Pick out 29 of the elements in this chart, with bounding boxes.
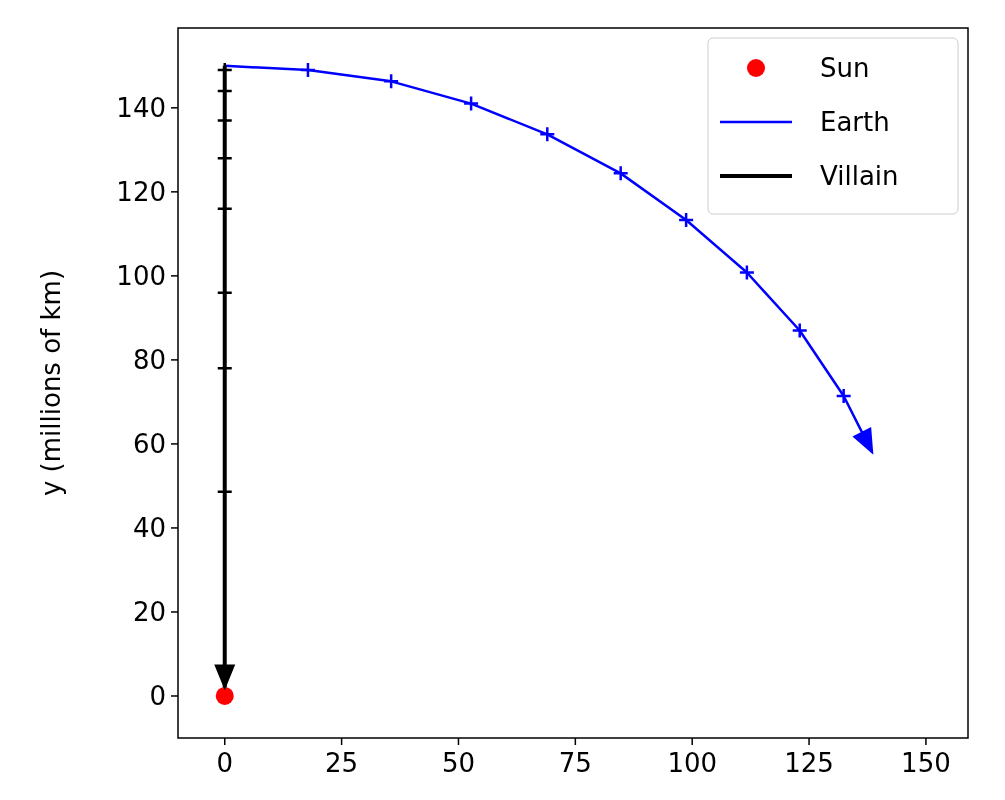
point xyxy=(791,322,808,339)
point xyxy=(299,61,317,79)
point xyxy=(462,95,480,112)
legend-label: Sun xyxy=(820,53,870,84)
y-tick-label: 120 xyxy=(116,176,166,207)
y-tick-label: 0 xyxy=(149,681,166,712)
legend-label: Villain xyxy=(820,161,899,192)
x-tick-label: 125 xyxy=(784,748,834,778)
y-tick-label: 140 xyxy=(116,92,166,123)
y-tick-label: 80 xyxy=(132,344,166,375)
point xyxy=(612,165,629,182)
x-tick-label: 100 xyxy=(667,748,718,778)
point xyxy=(539,126,556,143)
point xyxy=(835,387,852,405)
y-tick-label: 20 xyxy=(132,597,166,628)
point xyxy=(382,73,400,90)
x-tick-label: 0 xyxy=(216,748,234,778)
y-tick-label: 40 xyxy=(132,513,166,544)
x-tick-label: 25 xyxy=(325,748,359,778)
point xyxy=(677,211,695,229)
x-tick-label: 50 xyxy=(441,748,476,778)
y-tick-label: 60 xyxy=(132,429,166,460)
point xyxy=(738,264,756,281)
legend-label: Earth xyxy=(820,107,890,138)
y-tick-label: 100 xyxy=(116,260,166,291)
y-axis-title: y (millions of km) xyxy=(36,269,66,497)
x-tick-label: 75 xyxy=(558,748,592,778)
point xyxy=(215,686,234,705)
x-tick-label: 150 xyxy=(901,748,951,778)
